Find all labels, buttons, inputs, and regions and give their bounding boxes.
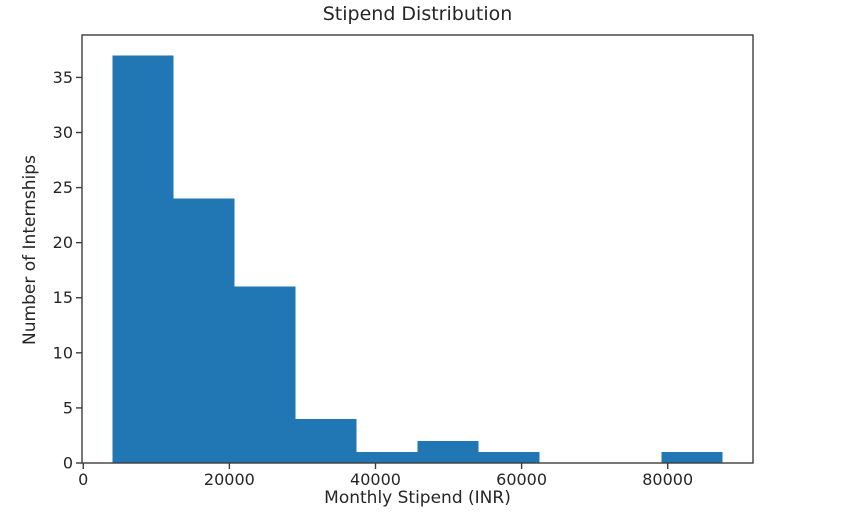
- x-tick-label: 0: [78, 470, 88, 489]
- x-tick-label: 80000: [642, 470, 693, 489]
- histogram-bar: [661, 451, 723, 463]
- y-tick-label: 35: [53, 68, 73, 87]
- plot-frame: [81, 34, 754, 464]
- y-tick-label: 0: [63, 454, 73, 473]
- histogram-bar: [417, 440, 479, 463]
- histogram-bar: [112, 55, 174, 463]
- histogram-bar: [234, 286, 296, 463]
- y-tick-label: 5: [63, 398, 73, 417]
- x-tick-label: 40000: [350, 470, 401, 489]
- chart-title: Stipend Distribution: [322, 3, 513, 25]
- y-tick-label: 30: [53, 123, 73, 142]
- x-tick-label: 60000: [496, 470, 547, 489]
- y-tick-label: 25: [53, 178, 73, 197]
- histogram-bar: [478, 451, 540, 463]
- histogram-bar: [356, 451, 418, 463]
- x-axis-label: Monthly Stipend (INR): [324, 488, 511, 508]
- y-axis-label: Number of Internships: [20, 155, 40, 345]
- histogram-bar: [295, 418, 357, 463]
- y-tick-label: 10: [53, 343, 73, 362]
- y-tick-label: 20: [53, 233, 73, 252]
- y-tick-label: 15: [53, 288, 73, 307]
- x-tick-label: 20000: [204, 470, 255, 489]
- histogram-bar: [173, 198, 235, 463]
